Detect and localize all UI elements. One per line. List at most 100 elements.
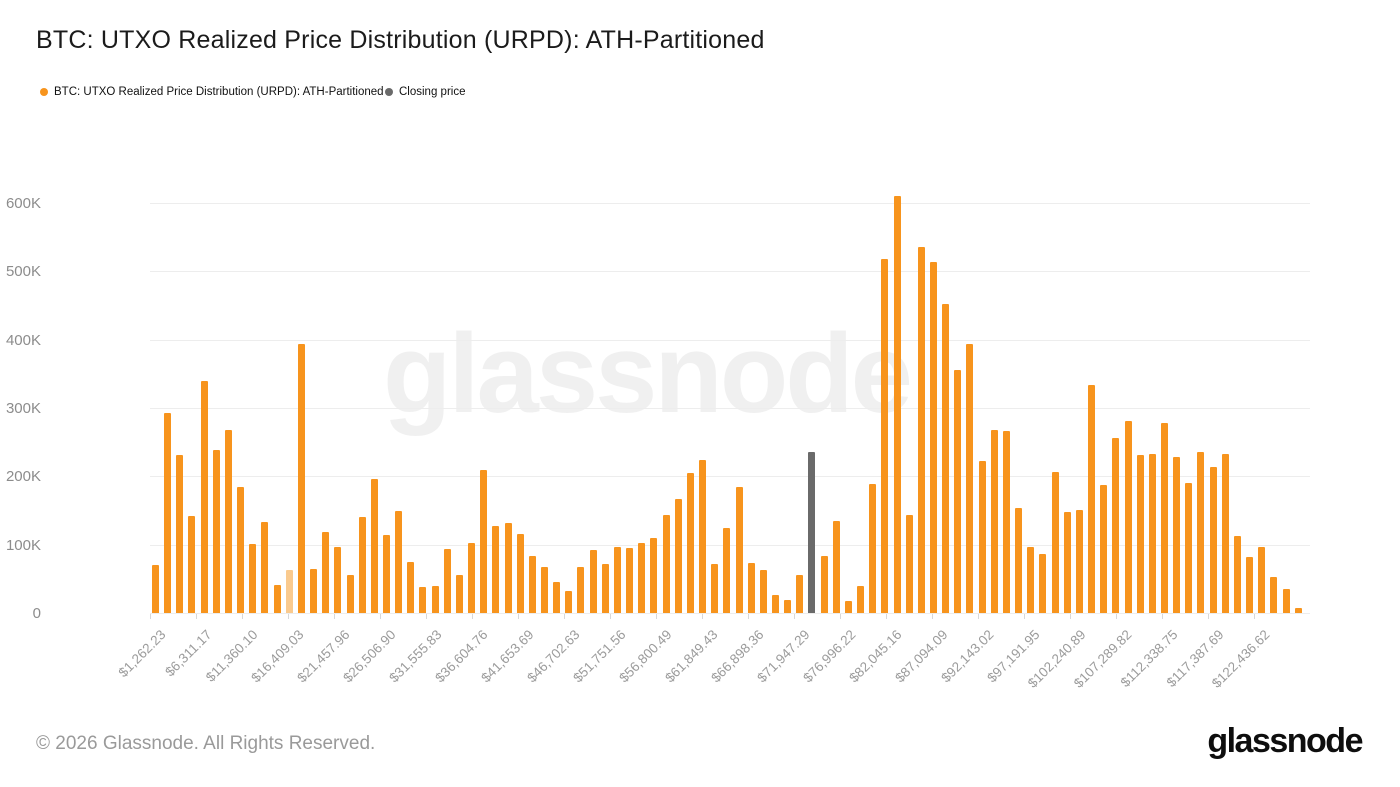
urpd-bar bbox=[674, 498, 682, 613]
urpd-bar bbox=[589, 550, 597, 613]
page-title: BTC: UTXO Realized Price Distribution (U… bbox=[36, 26, 765, 54]
closing-price-dot-icon bbox=[385, 88, 393, 96]
urpd-bar bbox=[152, 565, 159, 613]
urpd-bar bbox=[1112, 438, 1120, 613]
urpd-series-dot-icon bbox=[40, 88, 48, 96]
x-axis-tick bbox=[656, 614, 657, 619]
y-axis-tick-label: 400K bbox=[5, 331, 41, 349]
urpd-bar bbox=[565, 591, 573, 613]
urpd-bar bbox=[1209, 467, 1217, 613]
urpd-bar bbox=[273, 584, 281, 613]
legend-urpd-label: BTC: UTXO Realized Price Distribution (U… bbox=[54, 86, 384, 98]
urpd-bar bbox=[1039, 554, 1047, 613]
y-axis-tick-label: 200K bbox=[5, 468, 41, 486]
urpd-bar bbox=[504, 522, 512, 613]
urpd-bar bbox=[346, 575, 354, 613]
urpd-bar bbox=[1063, 511, 1071, 613]
urpd-bar bbox=[1282, 589, 1290, 613]
y-axis-tick-label: 300K bbox=[5, 400, 41, 417]
urpd-bar bbox=[395, 511, 403, 613]
urpd-bar bbox=[759, 569, 767, 613]
x-axis-tick bbox=[196, 614, 197, 619]
urpd-bar bbox=[492, 525, 500, 613]
urpd-bar bbox=[516, 534, 524, 613]
urpd-bar bbox=[747, 563, 755, 613]
x-axis-tick bbox=[1024, 614, 1025, 619]
urpd-bar bbox=[978, 461, 986, 613]
gridline bbox=[150, 203, 1310, 204]
urpd-bar bbox=[1124, 420, 1132, 613]
urpd-bar bbox=[1160, 423, 1168, 613]
urpd-bar bbox=[334, 546, 342, 613]
urpd-bar bbox=[881, 259, 889, 613]
urpd-bar bbox=[638, 543, 646, 613]
urpd-bar bbox=[200, 380, 208, 613]
urpd-bar bbox=[1136, 455, 1144, 613]
urpd-bar bbox=[942, 304, 950, 613]
urpd-bar bbox=[1197, 452, 1205, 613]
x-axis-tick bbox=[978, 614, 979, 619]
x-axis-tick bbox=[426, 614, 427, 619]
urpd-bar bbox=[443, 549, 451, 613]
urpd-bar-muted bbox=[285, 569, 293, 613]
urpd-bar bbox=[1270, 577, 1278, 613]
urpd-bar bbox=[735, 486, 743, 613]
urpd-bar bbox=[1258, 546, 1266, 613]
x-axis-tick bbox=[702, 614, 703, 619]
x-axis-tick bbox=[472, 614, 473, 619]
x-axis-tick bbox=[840, 614, 841, 619]
urpd-bar bbox=[1173, 457, 1181, 613]
x-axis-tick bbox=[1116, 614, 1117, 619]
gridline bbox=[150, 476, 1310, 478]
urpd-bar bbox=[626, 548, 634, 613]
urpd-bar bbox=[1051, 472, 1059, 613]
urpd-bar bbox=[261, 522, 269, 613]
urpd-bar bbox=[966, 343, 974, 613]
urpd-bar bbox=[455, 575, 463, 613]
closing-price-bar bbox=[808, 451, 816, 613]
urpd-bar bbox=[917, 247, 925, 613]
urpd-bar bbox=[382, 535, 390, 613]
legend-item-urpd[interactable]: BTC: UTXO Realized Price Distribution (U… bbox=[40, 86, 384, 98]
urpd-bar bbox=[310, 569, 318, 613]
legend-item-closing-price[interactable]: Closing price bbox=[385, 86, 465, 98]
urpd-bar bbox=[1221, 454, 1229, 613]
urpd-bar-chart: 600K 500K 400K 300K 200K 100K 0 $1,262.23 $6,31… bbox=[6, 195, 1310, 691]
urpd-bar bbox=[528, 555, 536, 613]
x-axis-tick bbox=[518, 614, 519, 619]
urpd-bar bbox=[601, 563, 609, 613]
urpd-bar bbox=[431, 585, 439, 613]
gridline bbox=[150, 408, 1310, 409]
urpd-bar bbox=[224, 429, 232, 613]
urpd-bar bbox=[1100, 484, 1108, 613]
urpd-bar bbox=[407, 562, 415, 613]
urpd-bar bbox=[1294, 607, 1302, 613]
x-axis-tick bbox=[334, 614, 335, 619]
y-axis-tick-label: 100K bbox=[5, 536, 41, 554]
urpd-bar bbox=[686, 472, 694, 613]
urpd-bar bbox=[1027, 547, 1035, 613]
urpd-bar bbox=[553, 581, 561, 613]
legend-closing-price-label: Closing price bbox=[399, 86, 466, 98]
urpd-bar bbox=[893, 196, 901, 613]
urpd-bar bbox=[820, 556, 828, 613]
x-axis-tick bbox=[932, 614, 933, 619]
x-axis-tick bbox=[1254, 614, 1255, 619]
urpd-bar bbox=[796, 575, 804, 613]
urpd-bar bbox=[176, 455, 184, 613]
urpd-bar bbox=[857, 586, 865, 613]
urpd-bar bbox=[370, 479, 378, 613]
bars-container bbox=[152, 196, 1302, 613]
urpd-bar bbox=[1088, 384, 1096, 613]
urpd-bar bbox=[784, 600, 792, 613]
urpd-bar bbox=[468, 542, 476, 613]
gridline bbox=[150, 271, 1310, 273]
x-axis-tick bbox=[748, 614, 749, 619]
urpd-bar bbox=[322, 532, 330, 613]
x-axis-tick-label: $1,262.23 bbox=[115, 627, 169, 681]
urpd-bar bbox=[832, 520, 840, 613]
x-axis-tick bbox=[150, 614, 151, 619]
x-axis-tick bbox=[610, 614, 611, 619]
urpd-bar bbox=[844, 601, 852, 613]
urpd-bar bbox=[699, 459, 707, 613]
